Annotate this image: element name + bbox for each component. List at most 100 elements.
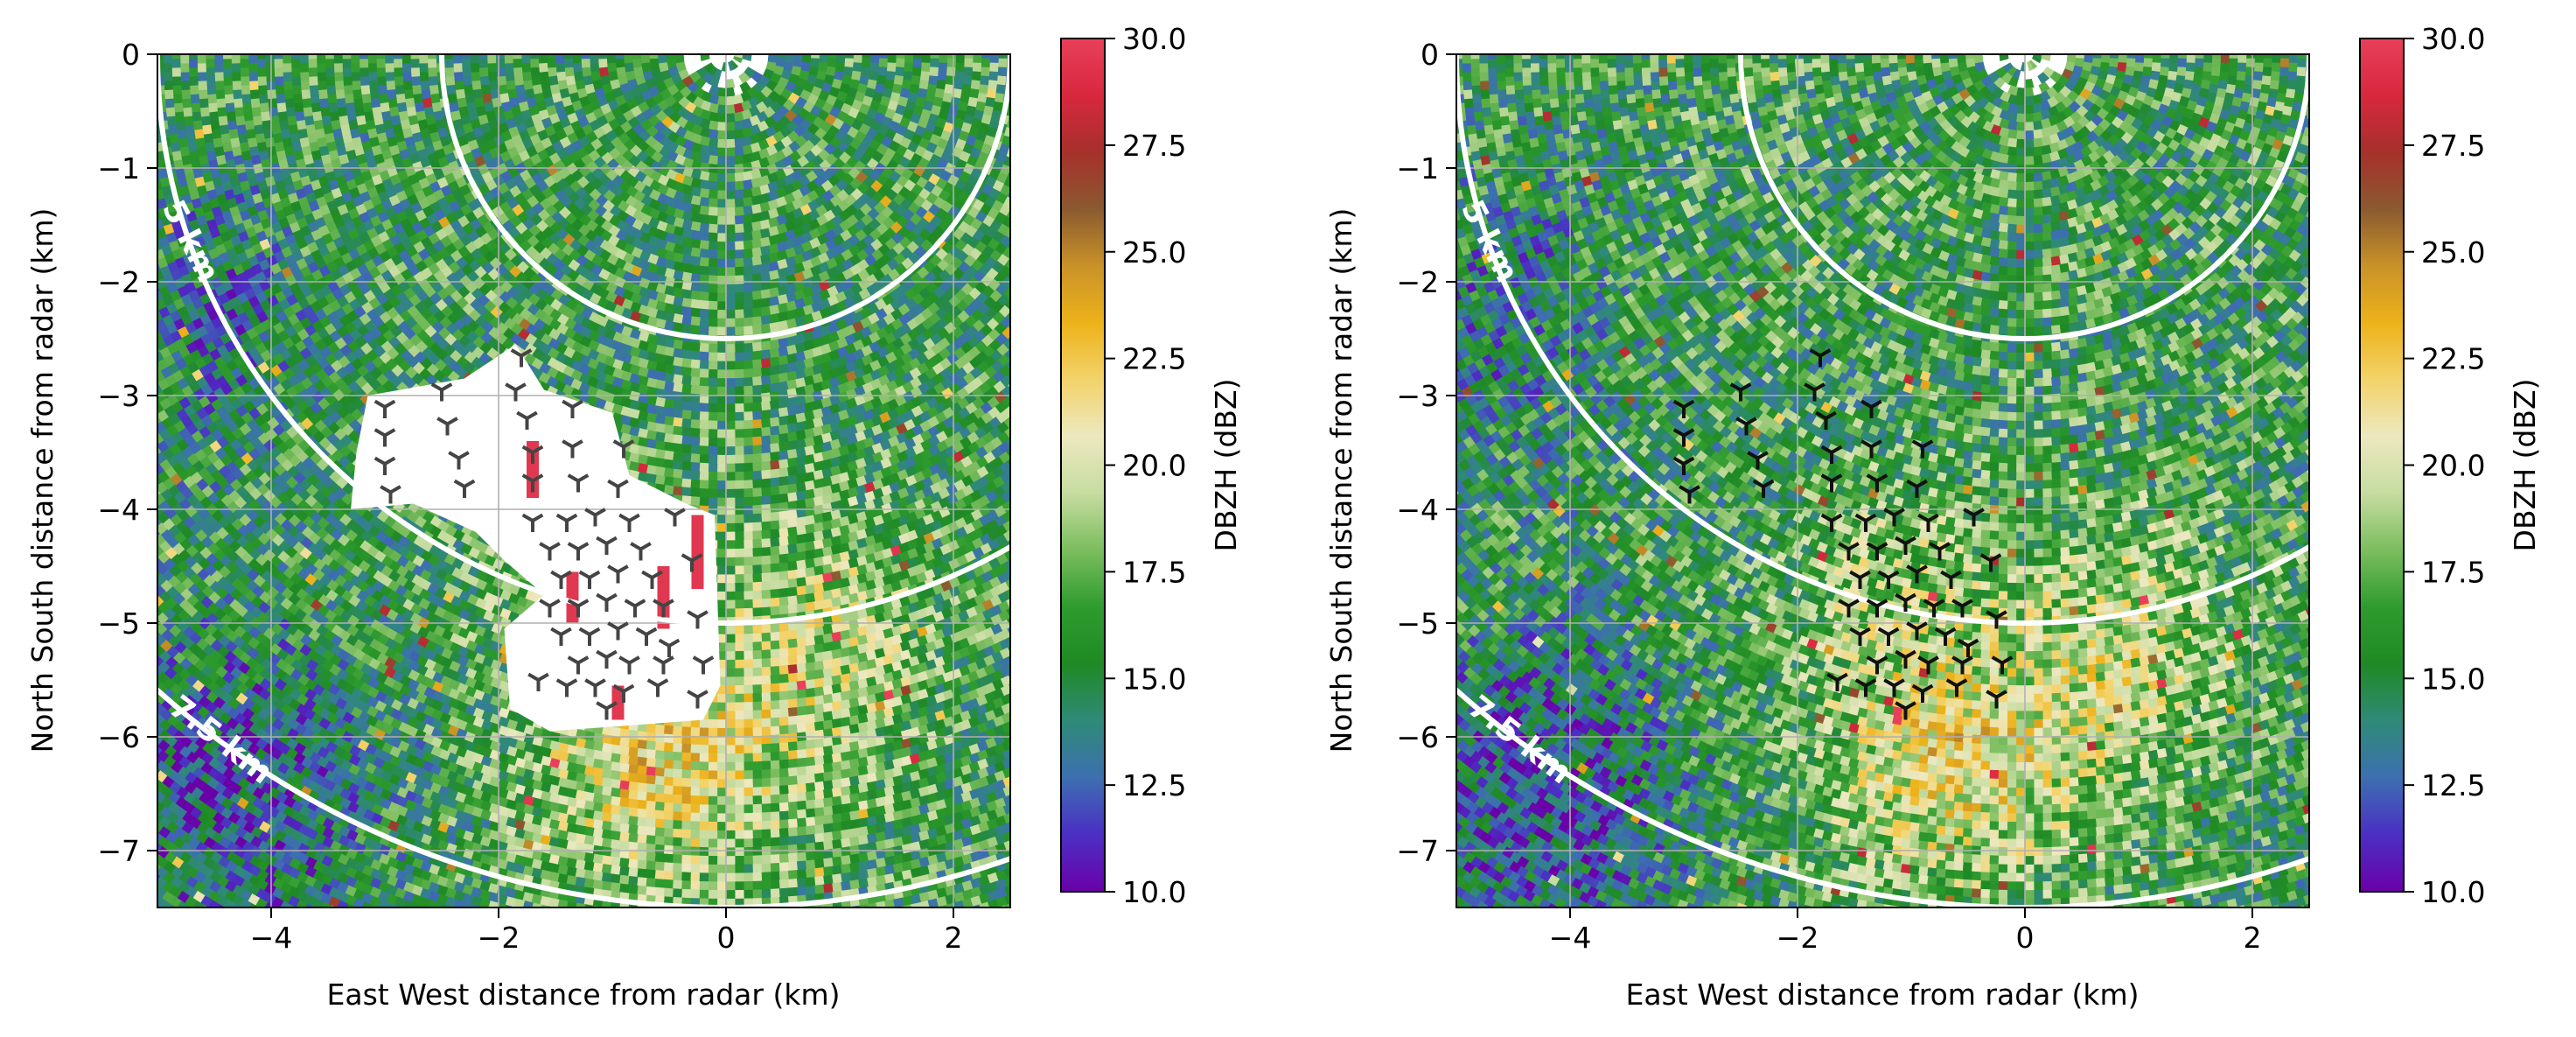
reflectivity-cell bbox=[1016, 32, 1024, 42]
reflectivity-cell bbox=[743, 385, 753, 396]
reflectivity-cell bbox=[708, 207, 718, 217]
reflectivity-cell bbox=[716, 215, 727, 226]
reflectivity-cell bbox=[699, 453, 709, 464]
reflectivity-cell bbox=[716, 267, 727, 277]
reflectivity-cell bbox=[972, 27, 981, 37]
reflectivity-cell bbox=[1016, 472, 1028, 484]
reflectivity-cell bbox=[681, 314, 692, 326]
reflectivity-cell bbox=[663, 476, 674, 487]
reflectivity-cell bbox=[716, 429, 727, 439]
reflectivity-cell bbox=[1018, 416, 1030, 428]
reflectivity-cell bbox=[786, 509, 798, 520]
reflectivity-cell bbox=[725, 130, 736, 140]
reflectivity-cell bbox=[1027, 140, 1037, 151]
reflectivity-cell bbox=[265, 54, 275, 64]
reflectivity-cell bbox=[946, 67, 957, 77]
reflectivity-cell bbox=[678, 29, 689, 40]
reflectivity-cell bbox=[795, 550, 806, 562]
reflectivity-cell bbox=[232, 27, 241, 37]
reflectivity-cell bbox=[505, 37, 513, 46]
reflectivity-cell bbox=[393, 67, 403, 77]
reflectivity-cell bbox=[929, 67, 939, 77]
reflectivity-cell bbox=[1023, 290, 1036, 302]
reflectivity-cell bbox=[751, 376, 763, 387]
reflectivity-cell bbox=[725, 344, 736, 354]
reflectivity-cell bbox=[769, 347, 780, 359]
reflectivity-cell bbox=[496, 32, 506, 42]
reflectivity-cell bbox=[725, 472, 736, 481]
reflectivity-cell bbox=[734, 241, 744, 251]
reflectivity-cell bbox=[427, 58, 437, 68]
reflectivity-cell bbox=[418, 62, 429, 73]
reflectivity-cell bbox=[725, 531, 736, 542]
reflectivity-cell bbox=[504, 54, 513, 64]
reflectivity-cell bbox=[336, 97, 346, 109]
reflectivity-cell bbox=[725, 446, 736, 456]
reflectivity-cell bbox=[1016, 326, 1028, 338]
reflectivity-cell bbox=[1015, 123, 1025, 134]
reflectivity-cell bbox=[743, 557, 753, 566]
reflectivity-cell bbox=[708, 343, 718, 354]
reflectivity-cell bbox=[795, 559, 806, 571]
reflectivity-cell bbox=[623, 54, 633, 64]
reflectivity-cell bbox=[318, 88, 328, 100]
reflectivity-cell bbox=[1020, 267, 1032, 279]
reflectivity-cell bbox=[699, 487, 709, 498]
reflectivity-cell bbox=[530, 32, 540, 42]
reflectivity-cell bbox=[786, 517, 798, 529]
reflectivity-cell bbox=[778, 450, 789, 461]
reflectivity-cell bbox=[215, 97, 227, 109]
reflectivity-cell bbox=[411, 84, 422, 95]
reflectivity-cell bbox=[870, 54, 880, 55]
reflectivity-cell bbox=[734, 266, 744, 277]
reflectivity-cell bbox=[470, 62, 480, 73]
reflectivity-cell bbox=[760, 469, 771, 480]
reflectivity-cell bbox=[681, 383, 692, 395]
reflectivity-cell bbox=[769, 391, 780, 402]
reflectivity-cell bbox=[307, 58, 318, 68]
reflectivity-cell bbox=[505, 80, 516, 91]
reflectivity-cell bbox=[795, 542, 806, 553]
reflectivity-cell bbox=[708, 172, 718, 183]
reflectivity-cell bbox=[920, 28, 930, 38]
reflectivity-cell bbox=[760, 392, 771, 403]
reflectivity-cell bbox=[310, 93, 320, 104]
reflectivity-cell bbox=[725, 309, 736, 319]
reflectivity-cell bbox=[663, 416, 674, 426]
reflectivity-cell bbox=[589, 54, 599, 64]
reflectivity-cell bbox=[672, 434, 683, 445]
reflectivity-cell bbox=[1019, 186, 1030, 197]
reflectivity-cell bbox=[699, 428, 709, 438]
reflectivity-cell bbox=[615, 41, 625, 51]
reflectivity-cell bbox=[223, 32, 232, 41]
reflectivity-cell bbox=[743, 445, 753, 456]
reflectivity-cell bbox=[522, 28, 532, 38]
reflectivity-cell bbox=[367, 62, 378, 73]
reflectivity-cell bbox=[769, 374, 780, 385]
reflectivity-cell bbox=[294, 110, 305, 122]
reflectivity-cell bbox=[760, 546, 771, 557]
reflectivity-cell bbox=[316, 54, 326, 55]
reflectivity-cell bbox=[733, 129, 744, 140]
reflectivity-cell bbox=[572, 54, 582, 64]
reflectivity-cell bbox=[410, 41, 419, 50]
reflectivity-cell bbox=[529, 67, 541, 77]
reflectivity-cell bbox=[716, 172, 727, 183]
reflectivity-cell bbox=[275, 93, 286, 104]
reflectivity-cell bbox=[778, 416, 789, 426]
reflectivity-cell bbox=[964, 32, 973, 42]
reflectivity-cell bbox=[801, 54, 812, 64]
reflectivity-cell bbox=[853, 54, 863, 55]
reflectivity-cell bbox=[615, 54, 625, 60]
reflectivity-cell bbox=[548, 32, 557, 42]
reflectivity-cell bbox=[606, 54, 616, 64]
reflectivity-cell bbox=[734, 454, 744, 465]
reflectivity-cell bbox=[751, 419, 763, 430]
reflectivity-cell bbox=[649, 58, 660, 68]
reflectivity-cell bbox=[325, 41, 334, 50]
reflectivity-cell bbox=[742, 54, 752, 61]
reflectivity-cell bbox=[384, 54, 394, 64]
reflectivity-cell bbox=[681, 323, 692, 334]
reflectivity-cell bbox=[708, 445, 718, 456]
reflectivity-cell bbox=[1024, 54, 1033, 63]
